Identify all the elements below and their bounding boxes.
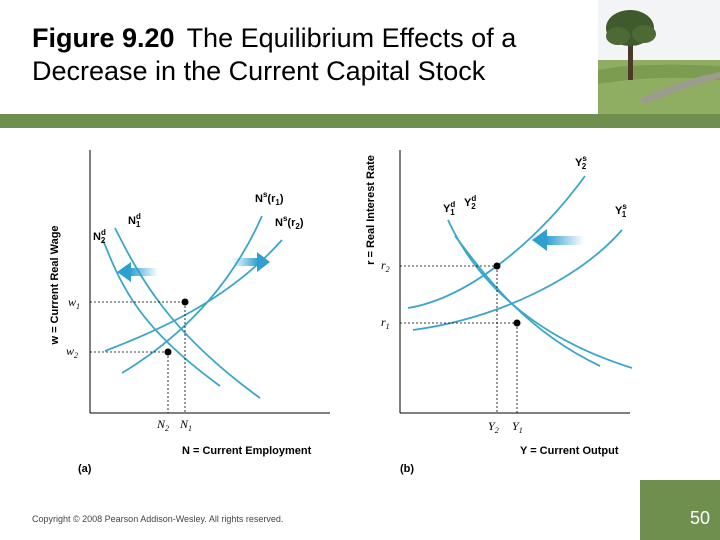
page-number-box: 50	[640, 480, 720, 540]
nd1-curve	[114, 227, 261, 399]
equilibrium-point-b1	[513, 319, 521, 327]
yd2-label: Yd 2	[464, 194, 476, 211]
nd2-curve	[102, 239, 221, 387]
right-shift-arrow	[232, 252, 270, 272]
equilibrium-diagram: Nd 1 Nd 2 Ns(r1) Ns(r2) w1 w2 N2 N1 N = Cu…	[49, 150, 633, 475]
supply-shift-arrow	[532, 229, 584, 251]
ns2-curve	[104, 239, 283, 352]
panel-a-y-label: w = Current Real Wage	[49, 225, 61, 345]
nd2-label: Nd 2	[93, 228, 106, 245]
w2-tick: w2	[66, 344, 78, 360]
ns1-curve	[121, 215, 263, 374]
n2-tick: N2	[156, 417, 169, 433]
panel-a: Nd 1 Nd 2 Ns(r1) Ns(r2) w1 w2 N2 N1 N = Cu…	[49, 150, 330, 475]
copyright-text: Copyright © 2008 Pearson Addison-Wesley.…	[32, 514, 284, 524]
nd1-label: Nd 1	[128, 212, 141, 229]
panel-b: Ys 2 Yd 1 Yd 2 Ys 1 r2 r1 Y2 Y1 Y = Current …	[365, 150, 633, 475]
panel-a-x-label: N = Current Employment	[182, 445, 312, 457]
figure-number: Figure 9.20	[32, 23, 175, 53]
slide-title: Figure 9.20 The Equilibrium Effects of a …	[32, 22, 592, 88]
yd2-curve	[454, 235, 601, 367]
yd1-label: Yd 1	[443, 200, 455, 217]
landscape-photo	[598, 0, 720, 114]
equilibrium-point-2	[164, 348, 172, 356]
left-shift-arrow	[117, 262, 158, 282]
ys1-label: Ys 1	[615, 202, 627, 219]
equilibrium-point-1	[181, 298, 189, 306]
r1-tick: r1	[381, 315, 390, 331]
ns1-label: Ns(r1)	[255, 190, 284, 207]
y1-tick: Y1	[512, 419, 523, 435]
panel-b-x-label: Y = Current Output	[520, 445, 619, 457]
n1-tick: N1	[179, 417, 192, 433]
ns2-label: Ns(r2)	[275, 214, 304, 231]
page-number: 50	[689, 508, 710, 528]
ys2-label: Ys 2	[575, 154, 587, 171]
r2-tick: r2	[381, 258, 390, 274]
ys2-curve	[407, 175, 586, 309]
ys1-curve	[412, 229, 623, 331]
header-band	[0, 114, 720, 128]
figure-title: The Equilibrium Effects of a Decrease in…	[32, 23, 517, 86]
panel-b-tag: (b)	[400, 463, 414, 475]
y2-tick: Y2	[488, 419, 499, 435]
w1-tick: w1	[68, 295, 80, 311]
panel-a-tag: (a)	[78, 463, 92, 475]
equilibrium-point-b2	[493, 262, 501, 270]
panel-b-y-label: r = Real Interest Rate	[365, 155, 377, 265]
